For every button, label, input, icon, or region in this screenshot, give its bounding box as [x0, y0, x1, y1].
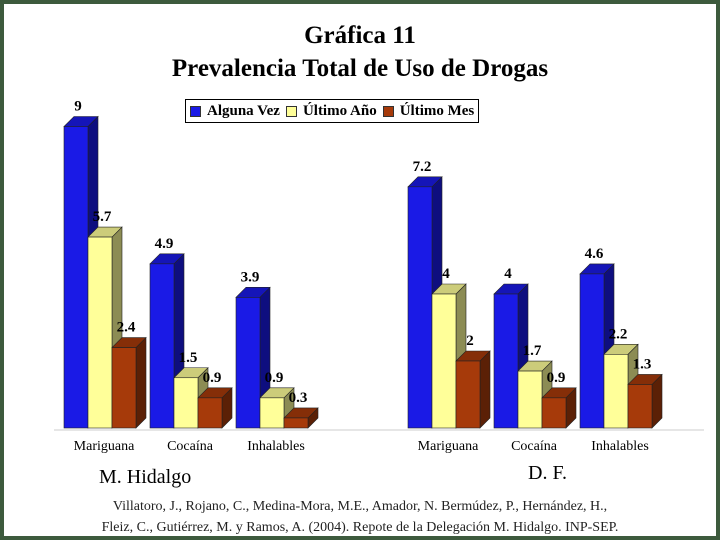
- data-label: 4.6: [585, 246, 604, 262]
- data-label: 3.9: [241, 269, 260, 285]
- data-label: 7.2: [413, 159, 432, 175]
- category-label: Cocaína: [167, 439, 214, 454]
- chart-subtitle: Prevalencia Total de Uso de Drogas: [171, 55, 549, 82]
- data-label: 1.7: [523, 343, 542, 359]
- data-label: 4: [504, 266, 512, 282]
- category-label: Inhalables: [591, 439, 649, 454]
- citation: Villatoro, J., Rojano, C., Medina-Mora, …: [4, 496, 716, 538]
- bar-cocaína-2: [541, 387, 577, 429]
- group-label-df: D. F.: [528, 462, 567, 484]
- data-label: 0.9: [203, 370, 222, 386]
- legend-label: Último Mes: [399, 102, 475, 119]
- bar-chart: 9 5.7 2.4 Mariguana 4.9 1.5 0.9 Cocaína 3.9 0.9 0.…: [54, 99, 704, 454]
- data-label: 4.9: [155, 236, 174, 252]
- category-label: Mariguana: [74, 439, 135, 454]
- bar-front: [111, 347, 137, 429]
- legend-item-ultimo-mes: Último Mes: [382, 102, 475, 120]
- group-label-m-hidalgo: M. Hidalgo: [99, 466, 192, 488]
- legend-item-alguna-vez: Alguna Vez: [190, 103, 280, 120]
- category-label: Cocaína: [511, 439, 558, 454]
- bar-inhalables-2: [283, 407, 319, 429]
- data-label: 5.7: [93, 209, 112, 225]
- bar-inhalables-2: [627, 373, 663, 429]
- bar-front: [579, 273, 605, 429]
- legend: Alguna Vez Último Año Último Mes: [185, 99, 480, 123]
- bar-front: [63, 126, 89, 429]
- bar-front: [87, 236, 113, 429]
- legend-swatch: [382, 105, 394, 117]
- legend-label: Último Año: [302, 102, 377, 119]
- chart-frame: Gráfica 11 Prevalencia Total de Uso de D…: [4, 4, 716, 536]
- bar-front: [455, 360, 481, 429]
- legend-label: Alguna Vez: [207, 102, 280, 119]
- bar-front: [173, 377, 199, 429]
- legend-item-ultimo-ano: Último Año: [285, 102, 377, 120]
- bar-mariguana-2: [455, 350, 491, 429]
- bar-mariguana-2: [111, 336, 147, 429]
- data-label: 1.5: [179, 350, 198, 366]
- bar-front: [259, 397, 285, 429]
- legend-swatch: [190, 105, 201, 117]
- bar-front: [627, 384, 653, 429]
- bar-front: [493, 293, 519, 429]
- data-label: 2.2: [609, 326, 628, 342]
- bar-side: [135, 336, 147, 429]
- data-label: 2: [466, 333, 474, 349]
- data-label: 1.3: [633, 356, 652, 372]
- data-label: 2.4: [117, 320, 136, 336]
- data-label: 4: [442, 266, 450, 282]
- bar-front: [541, 397, 567, 429]
- category-label: Inhalables: [247, 439, 305, 454]
- bar-cocaína-2: [197, 387, 233, 429]
- bar-cocaína-1: [173, 367, 209, 429]
- category-label: Mariguana: [418, 439, 479, 454]
- bar-front: [197, 397, 223, 429]
- legend-swatch: [285, 105, 297, 117]
- bar-front: [517, 370, 543, 429]
- bar-front: [283, 417, 309, 429]
- data-label: 0.9: [265, 370, 284, 386]
- bar-front: [235, 297, 261, 429]
- data-label: 9: [74, 99, 82, 115]
- data-label: 0.3: [289, 390, 308, 406]
- bar-front: [407, 186, 433, 429]
- data-label: 0.9: [547, 370, 566, 386]
- chart-title: Gráfica 11: [304, 22, 416, 49]
- bar-front: [149, 263, 175, 429]
- bar-front: [603, 353, 629, 429]
- bar-front: [431, 293, 457, 429]
- citation-line: Villatoro, J., Rojano, C., Medina-Mora, …: [112, 499, 608, 514]
- bar-side: [479, 350, 491, 429]
- citation-line: Fleiz, C., Gutiérrez, M. y Ramos, A. (20…: [101, 520, 619, 535]
